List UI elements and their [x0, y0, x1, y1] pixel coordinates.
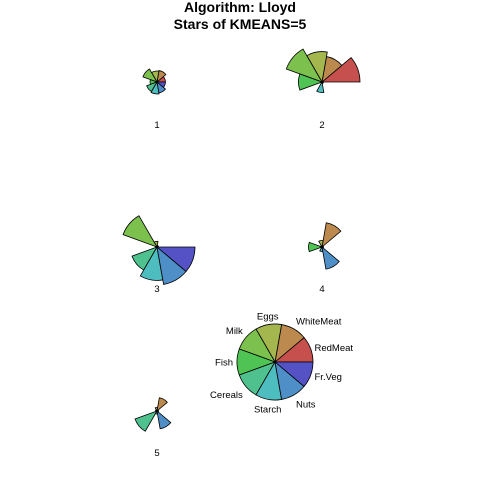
star-1-segment-whitemeat — [156, 70, 167, 84]
star-2-segment-fish — [298, 73, 324, 91]
star-3-segment-milk — [122, 215, 158, 248]
star-5-segment-cereals — [134, 410, 158, 432]
star-3: 3 — [122, 215, 196, 295]
star-5-segment-whitemeat — [156, 397, 168, 413]
key-layer: RedMeat WhiteMeat Eggs Milk Fish Cereals Starc… — [210, 312, 353, 416]
star-4-segment-frveg — [320, 246, 324, 249]
star-label: 1 — [154, 120, 159, 131]
key-label-eggs: Eggs — [257, 312, 279, 323]
key-label-fish: Fish — [215, 358, 233, 369]
star-2-segment-frveg — [320, 81, 324, 84]
key-label-starch: Starch — [254, 404, 281, 415]
key-label-frveg: Fr.Veg — [315, 372, 342, 383]
key-label-cereals: Cereals — [210, 390, 243, 401]
star-4-segment-eggs — [318, 239, 324, 249]
star-2-segment-starch — [316, 80, 325, 94]
star-5-segment-nuts — [156, 409, 172, 430]
key-label-redmeat: RedMeat — [315, 343, 354, 354]
key-label-milk: Milk — [226, 326, 243, 337]
key-segment-frveg — [273, 361, 314, 387]
star-5: 5 — [134, 397, 172, 459]
star-4: 4 — [308, 222, 342, 295]
star-1-segment-milk — [142, 68, 158, 83]
star-2: 2 — [285, 48, 361, 131]
star-1-segment-nuts — [156, 80, 166, 94]
chart-title: Algorithm: Lloyd — [184, 0, 296, 15]
star-label: 2 — [319, 120, 324, 131]
star-4-segment-fish — [308, 241, 324, 253]
star-2-segment-milk — [285, 48, 323, 83]
star-label: 3 — [154, 284, 159, 295]
star-label: 4 — [319, 284, 324, 295]
star-4-segment-whitemeat — [321, 222, 342, 249]
star-5-segment-frveg — [155, 410, 159, 413]
star-2-segment-redmeat — [320, 57, 361, 83]
star-1-segment-frveg — [155, 81, 166, 88]
key-label-nuts: Nuts — [296, 399, 316, 410]
star-3-segment-frveg — [155, 246, 196, 272]
star-label: 5 — [154, 448, 159, 459]
star-4-segment-nuts — [321, 245, 340, 270]
star-1-segment-starch — [150, 80, 160, 95]
key-label-whitemeat: WhiteMeat — [296, 317, 342, 328]
star-1: 1 — [142, 68, 167, 131]
stars-layer: 1 2 3 4 5 — [122, 48, 361, 459]
chart-subtitle: Stars of KMEANS=5 — [174, 16, 307, 32]
